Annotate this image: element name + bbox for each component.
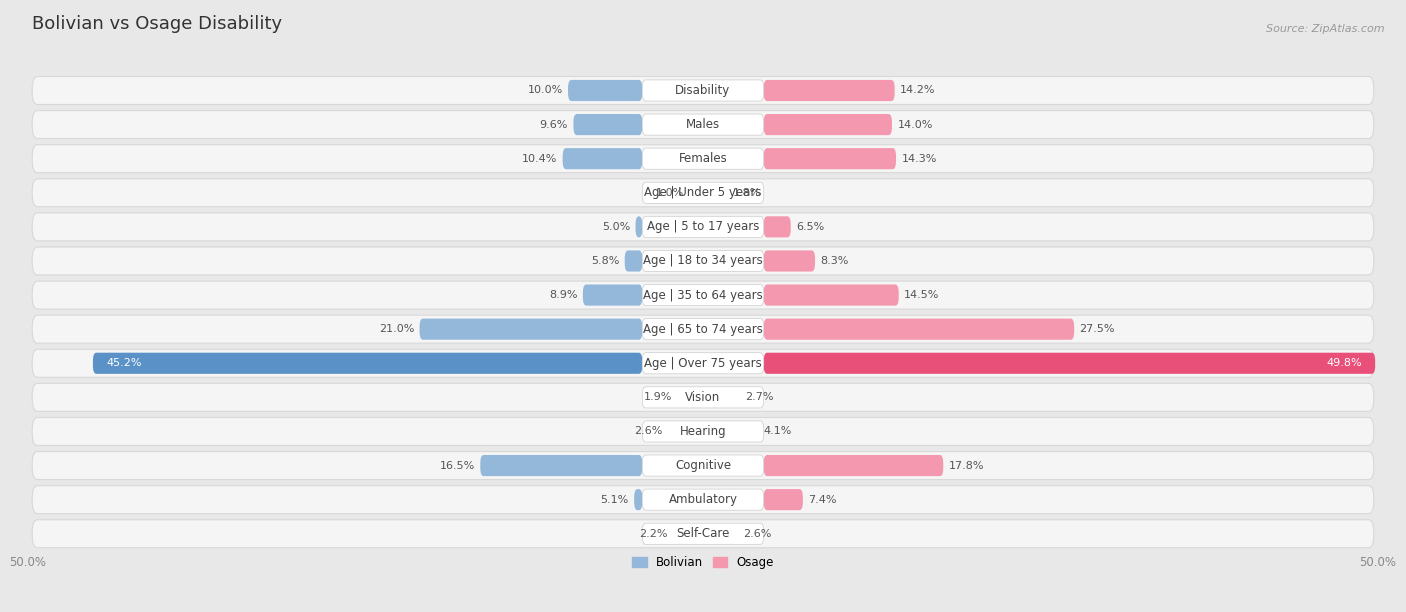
Text: Vision: Vision (685, 391, 721, 404)
Text: Cognitive: Cognitive (675, 459, 731, 472)
FancyBboxPatch shape (32, 213, 1374, 241)
FancyBboxPatch shape (643, 216, 763, 237)
FancyBboxPatch shape (643, 421, 763, 442)
Text: Age | Under 5 years: Age | Under 5 years (644, 186, 762, 200)
FancyBboxPatch shape (763, 455, 943, 476)
FancyBboxPatch shape (643, 319, 763, 340)
FancyBboxPatch shape (574, 114, 643, 135)
Text: Females: Females (679, 152, 727, 165)
FancyBboxPatch shape (32, 144, 1374, 173)
Text: 1.9%: 1.9% (644, 392, 672, 402)
FancyBboxPatch shape (562, 148, 643, 170)
FancyBboxPatch shape (636, 216, 643, 237)
FancyBboxPatch shape (32, 111, 1374, 138)
FancyBboxPatch shape (568, 80, 643, 101)
Text: 4.1%: 4.1% (763, 427, 792, 436)
Text: 8.9%: 8.9% (548, 290, 578, 300)
Text: Age | 5 to 17 years: Age | 5 to 17 years (647, 220, 759, 233)
Text: 14.2%: 14.2% (900, 86, 935, 95)
Text: 14.5%: 14.5% (904, 290, 939, 300)
Text: 45.2%: 45.2% (107, 358, 142, 368)
FancyBboxPatch shape (32, 486, 1374, 513)
FancyBboxPatch shape (32, 76, 1374, 105)
Text: Ambulatory: Ambulatory (668, 493, 738, 506)
Text: 9.6%: 9.6% (540, 119, 568, 130)
Text: 2.7%: 2.7% (745, 392, 773, 402)
FancyBboxPatch shape (419, 319, 643, 340)
FancyBboxPatch shape (32, 349, 1374, 377)
Text: Bolivian vs Osage Disability: Bolivian vs Osage Disability (32, 15, 283, 32)
Text: Self-Care: Self-Care (676, 528, 730, 540)
Text: 5.0%: 5.0% (602, 222, 630, 232)
FancyBboxPatch shape (634, 489, 643, 510)
FancyBboxPatch shape (763, 80, 894, 101)
Text: Age | 65 to 74 years: Age | 65 to 74 years (643, 323, 763, 335)
FancyBboxPatch shape (643, 114, 763, 135)
FancyBboxPatch shape (93, 353, 643, 374)
Text: 1.0%: 1.0% (655, 188, 685, 198)
Text: Source: ZipAtlas.com: Source: ZipAtlas.com (1267, 24, 1385, 34)
Text: 14.3%: 14.3% (901, 154, 936, 163)
FancyBboxPatch shape (643, 148, 763, 170)
Text: 2.6%: 2.6% (634, 427, 662, 436)
Text: 21.0%: 21.0% (378, 324, 415, 334)
Text: 17.8%: 17.8% (949, 461, 984, 471)
Text: 27.5%: 27.5% (1080, 324, 1115, 334)
Text: 2.2%: 2.2% (640, 529, 668, 539)
FancyBboxPatch shape (643, 285, 763, 305)
FancyBboxPatch shape (763, 148, 896, 170)
FancyBboxPatch shape (32, 247, 1374, 275)
Text: 2.6%: 2.6% (744, 529, 772, 539)
FancyBboxPatch shape (643, 80, 763, 101)
Text: Age | 18 to 34 years: Age | 18 to 34 years (643, 255, 763, 267)
Text: 8.3%: 8.3% (821, 256, 849, 266)
FancyBboxPatch shape (763, 250, 815, 272)
FancyBboxPatch shape (643, 353, 763, 374)
FancyBboxPatch shape (481, 455, 643, 476)
FancyBboxPatch shape (643, 489, 763, 510)
FancyBboxPatch shape (32, 417, 1374, 446)
FancyBboxPatch shape (763, 285, 898, 305)
Text: 14.0%: 14.0% (897, 119, 932, 130)
FancyBboxPatch shape (32, 383, 1374, 411)
FancyBboxPatch shape (763, 353, 1375, 374)
Text: 10.0%: 10.0% (527, 86, 562, 95)
Legend: Bolivian, Osage: Bolivian, Osage (627, 551, 779, 573)
Text: 10.4%: 10.4% (522, 154, 557, 163)
FancyBboxPatch shape (763, 216, 790, 237)
FancyBboxPatch shape (643, 387, 763, 408)
Text: 16.5%: 16.5% (440, 461, 475, 471)
FancyBboxPatch shape (624, 250, 643, 272)
Text: Disability: Disability (675, 84, 731, 97)
FancyBboxPatch shape (643, 523, 763, 544)
Text: 7.4%: 7.4% (808, 494, 837, 505)
FancyBboxPatch shape (32, 179, 1374, 207)
FancyBboxPatch shape (643, 182, 763, 203)
Text: 5.1%: 5.1% (600, 494, 628, 505)
Text: Males: Males (686, 118, 720, 131)
Text: 5.8%: 5.8% (591, 256, 619, 266)
Text: Hearing: Hearing (679, 425, 727, 438)
Text: Age | 35 to 64 years: Age | 35 to 64 years (643, 289, 763, 302)
FancyBboxPatch shape (763, 489, 803, 510)
FancyBboxPatch shape (763, 114, 891, 135)
Text: 6.5%: 6.5% (796, 222, 824, 232)
FancyBboxPatch shape (643, 250, 763, 272)
FancyBboxPatch shape (32, 315, 1374, 343)
Text: Age | Over 75 years: Age | Over 75 years (644, 357, 762, 370)
Text: 49.8%: 49.8% (1326, 358, 1361, 368)
FancyBboxPatch shape (32, 520, 1374, 548)
Text: 1.8%: 1.8% (733, 188, 761, 198)
FancyBboxPatch shape (32, 281, 1374, 309)
FancyBboxPatch shape (763, 319, 1074, 340)
FancyBboxPatch shape (583, 285, 643, 305)
FancyBboxPatch shape (32, 452, 1374, 480)
FancyBboxPatch shape (643, 455, 763, 476)
